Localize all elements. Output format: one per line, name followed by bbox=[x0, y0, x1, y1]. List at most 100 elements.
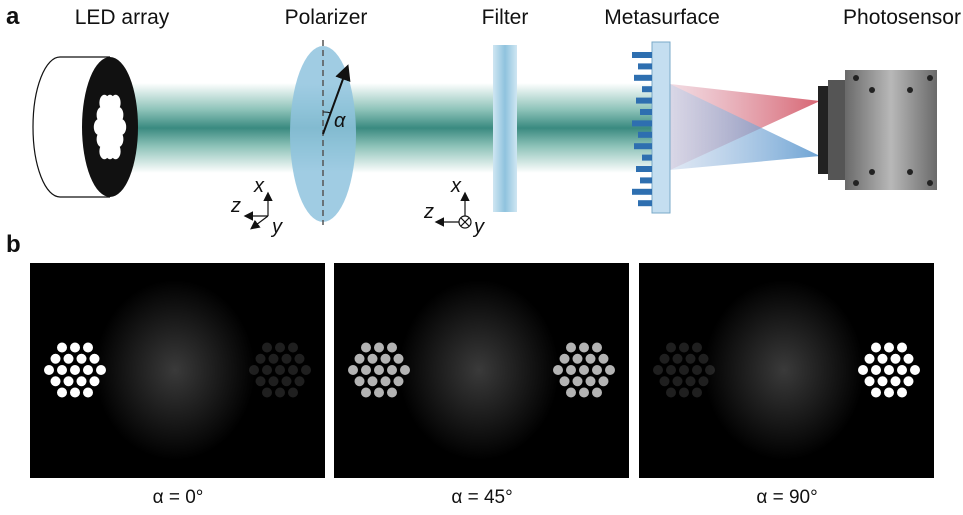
spot bbox=[692, 342, 702, 352]
spot bbox=[51, 354, 61, 364]
spot bbox=[51, 376, 61, 386]
spot bbox=[679, 387, 689, 397]
pillar bbox=[638, 63, 652, 69]
spot bbox=[579, 343, 589, 353]
caption: α = 90° bbox=[756, 487, 817, 508]
spot bbox=[903, 354, 913, 364]
pillar bbox=[632, 52, 652, 58]
spot bbox=[884, 387, 894, 397]
caption: α = 45° bbox=[451, 487, 512, 508]
spot bbox=[374, 343, 384, 353]
axis-label: z bbox=[230, 195, 241, 217]
spot bbox=[361, 342, 371, 352]
spot bbox=[865, 376, 875, 386]
spot bbox=[871, 342, 881, 352]
axis-label: y bbox=[270, 216, 283, 238]
spot bbox=[374, 387, 384, 397]
spot bbox=[368, 376, 378, 386]
glow bbox=[399, 280, 559, 460]
spot bbox=[698, 376, 708, 386]
spot bbox=[891, 354, 901, 364]
spot bbox=[566, 388, 576, 398]
figure: a LED array Polarizer Filter Metasurface… bbox=[0, 0, 963, 515]
pillar bbox=[638, 200, 652, 206]
spot bbox=[348, 365, 358, 375]
axis-label: z bbox=[423, 201, 434, 223]
spot bbox=[381, 354, 391, 364]
spot bbox=[878, 376, 888, 386]
spot bbox=[57, 388, 67, 398]
spot bbox=[64, 376, 74, 386]
pillar bbox=[634, 143, 652, 149]
spot bbox=[77, 354, 87, 364]
spot bbox=[387, 388, 397, 398]
axes bbox=[246, 194, 268, 228]
spot bbox=[294, 354, 304, 364]
component-label: Polarizer bbox=[285, 6, 368, 29]
spot bbox=[361, 365, 371, 375]
spot bbox=[269, 354, 279, 364]
spot bbox=[381, 376, 391, 386]
spot bbox=[653, 365, 663, 375]
spot bbox=[871, 388, 881, 398]
spot bbox=[666, 365, 676, 375]
glow bbox=[704, 280, 864, 460]
spot bbox=[83, 342, 93, 352]
spot bbox=[673, 376, 683, 386]
component-label: Filter bbox=[482, 6, 529, 29]
spot bbox=[288, 365, 298, 375]
spot bbox=[897, 388, 907, 398]
spot bbox=[288, 342, 298, 352]
spot bbox=[64, 354, 74, 364]
spot bbox=[910, 365, 920, 375]
angle-label: α bbox=[334, 110, 346, 132]
spot bbox=[660, 376, 670, 386]
spot bbox=[605, 365, 615, 375]
spot bbox=[660, 354, 670, 364]
spot bbox=[83, 388, 93, 398]
spot bbox=[865, 354, 875, 364]
spot bbox=[256, 376, 266, 386]
sensor-body bbox=[845, 70, 937, 190]
spot bbox=[368, 354, 378, 364]
spot bbox=[262, 365, 272, 375]
spot bbox=[598, 376, 608, 386]
spot bbox=[686, 354, 696, 364]
spot bbox=[400, 365, 410, 375]
pillar bbox=[636, 98, 652, 104]
image-panels bbox=[30, 263, 934, 478]
spot bbox=[858, 365, 868, 375]
pillar bbox=[640, 109, 652, 115]
spot bbox=[586, 354, 596, 364]
spot bbox=[275, 387, 285, 397]
axis-label: y bbox=[472, 216, 485, 238]
spot bbox=[598, 354, 608, 364]
spot bbox=[573, 376, 583, 386]
spot bbox=[256, 354, 266, 364]
spot bbox=[592, 342, 602, 352]
spot bbox=[89, 354, 99, 364]
spot bbox=[891, 376, 901, 386]
glow bbox=[95, 280, 255, 460]
spot bbox=[70, 387, 80, 397]
pillar bbox=[640, 177, 652, 183]
spot bbox=[579, 387, 589, 397]
pillar bbox=[638, 132, 652, 138]
spot bbox=[275, 365, 285, 375]
spot bbox=[884, 343, 894, 353]
spot bbox=[592, 388, 602, 398]
spot bbox=[560, 376, 570, 386]
spot bbox=[679, 365, 689, 375]
spot bbox=[393, 354, 403, 364]
spot bbox=[275, 343, 285, 353]
spot bbox=[387, 342, 397, 352]
spot bbox=[592, 365, 602, 375]
spot bbox=[269, 376, 279, 386]
axis-label: x bbox=[253, 175, 265, 197]
spot bbox=[83, 365, 93, 375]
led-hole bbox=[113, 107, 123, 123]
spot bbox=[355, 354, 365, 364]
spot bbox=[705, 365, 715, 375]
spot bbox=[282, 376, 292, 386]
spot bbox=[679, 343, 689, 353]
